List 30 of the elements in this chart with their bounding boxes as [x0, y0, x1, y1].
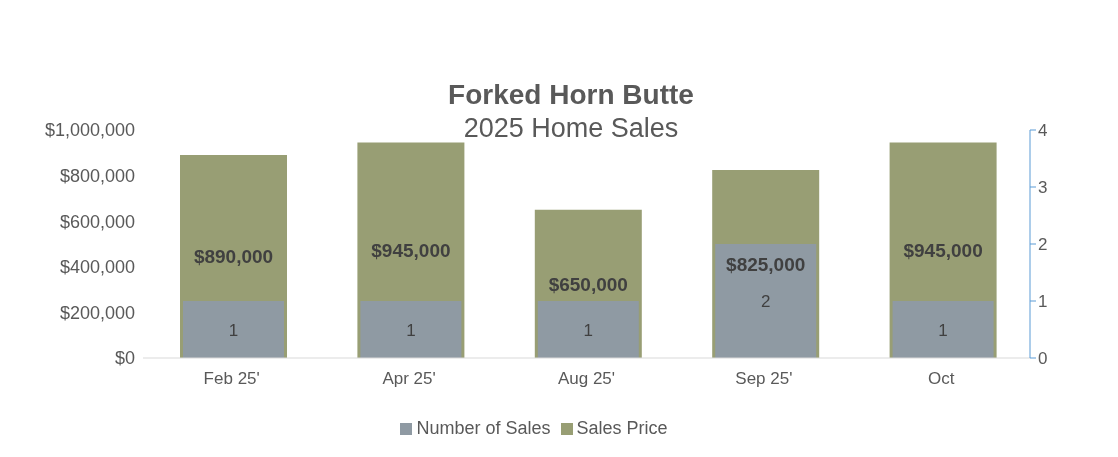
x-tick-label: Oct: [928, 369, 955, 389]
x-tick-label: Feb 25': [203, 369, 260, 389]
data-label: 1: [938, 320, 948, 340]
data-label: 1: [406, 320, 416, 340]
chart-subtitle: 2025 Home Sales: [463, 112, 679, 143]
data-label: 1: [583, 320, 594, 340]
data-label: 2: [760, 292, 771, 312]
y2-tick-label: 1: [1038, 292, 1048, 312]
legend-label: Number of Sales: [416, 418, 551, 438]
y2-tick-label: 0: [1038, 349, 1048, 369]
x-tick-label: Aug 25': [557, 369, 616, 389]
y2-tick-label: 4: [1038, 121, 1048, 141]
data-label: $945,000: [371, 240, 451, 262]
data-label: $945,000: [903, 240, 983, 262]
data-label: $890,000: [193, 246, 274, 268]
data-label: $825,000: [726, 253, 806, 275]
y-tick-label: $600,000: [59, 211, 135, 232]
x-tick-label: Apr 25': [382, 369, 436, 389]
y-tick-label: $800,000: [59, 165, 135, 186]
data-label: 1: [228, 320, 239, 340]
y-tick-label: $1,000,000: [44, 120, 135, 141]
legend-label: Sales Price: [576, 418, 668, 438]
y2-tick-label: 3: [1038, 178, 1048, 198]
y-tick-label: $0: [114, 348, 135, 369]
y2-tick-label: 2: [1038, 235, 1048, 255]
y-tick-label: $400,000: [59, 257, 135, 278]
data-label: $650,000: [548, 273, 628, 295]
x-tick-label: Sep 25': [735, 369, 793, 389]
y-tick-label: $200,000: [59, 302, 135, 323]
chart-title: Forked Horn Butte: [447, 78, 695, 112]
